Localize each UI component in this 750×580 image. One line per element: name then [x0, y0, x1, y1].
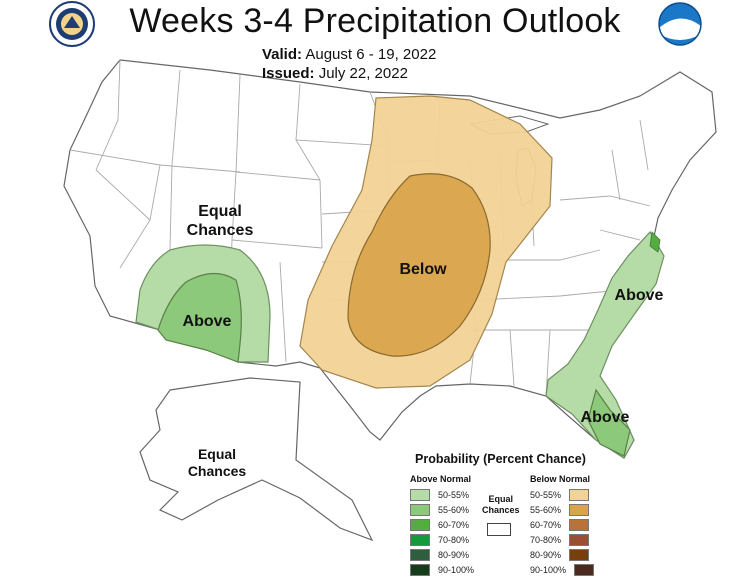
equal-chances-west-line2: Chances — [186, 222, 254, 239]
legend-above-label: 70-80% — [438, 535, 470, 545]
legend-title: Probability (Percent Chance) — [415, 452, 586, 466]
legend-above-item: 90-100% — [410, 563, 474, 577]
legend-below-item: 70-80% — [530, 533, 597, 547]
above-normal-florida-inner-region — [587, 388, 631, 457]
legend-swatch — [569, 504, 590, 516]
legend-above-label: 80-90% — [438, 550, 470, 560]
legend-equal-line1: Equal — [488, 494, 514, 504]
legend-swatch — [410, 504, 430, 516]
legend-above-label: 60-70% — [438, 520, 470, 530]
legend-swatch — [574, 564, 595, 576]
legend-below-label: 90-100% — [530, 565, 567, 575]
legend-swatch — [569, 549, 590, 561]
issued-line: Issued: July 22, 2022 — [262, 65, 408, 82]
noaa-logo-icon — [658, 2, 702, 46]
equal-chances-west-line1: Equal — [198, 203, 242, 220]
legend-swatch — [569, 489, 590, 501]
equal-chances-west-label: Equal Chances — [180, 202, 260, 240]
legend-below-label: 70-80% — [530, 535, 562, 545]
legend-below-item: 55-60% — [530, 503, 597, 517]
equal-chances-alaska-line1: Equal — [197, 446, 237, 462]
legend-below-heading: Below Normal — [530, 474, 591, 484]
legend-equal-chances-label: Equal Chances — [482, 494, 520, 516]
valid-line: Valid: August 6 - 19, 2022 — [262, 46, 436, 63]
legend-above-item: 50-55% — [410, 488, 469, 502]
issued-label: Issued: — [262, 65, 315, 82]
above-florida-label: Above — [580, 409, 630, 426]
valid-label: Valid: — [262, 46, 303, 63]
below-normal-inner-region — [347, 173, 491, 357]
commerce-department-seal-icon — [49, 1, 95, 47]
legend-below-item: 90-100% — [530, 563, 602, 577]
above-normal-southwest-inner-region — [157, 272, 242, 363]
legend-equal-chances-swatch — [487, 523, 511, 536]
legend-swatch — [569, 519, 590, 531]
equal-chances-alaska-line2: Chances — [187, 463, 247, 479]
equal-chances-alaska-label: Equal Chances — [182, 446, 252, 480]
legend-swatch — [410, 564, 430, 576]
legend-above-item: 55-60% — [410, 503, 469, 517]
above-carolinas-label: Above — [614, 287, 664, 304]
legend-above-label: 90-100% — [438, 565, 475, 575]
issued-value: July 22, 2022 — [318, 65, 408, 82]
above-normal-eastcoast-outer-region — [545, 230, 665, 459]
page-title: Weeks 3-4 Precipitation Outlook — [129, 2, 621, 40]
legend-above-item: 80-90% — [410, 548, 469, 562]
legend-below-item: 80-90% — [530, 548, 597, 562]
legend-swatch — [410, 549, 430, 561]
legend-below-label: 60-70% — [530, 520, 562, 530]
legend-above-label: 50-55% — [438, 490, 470, 500]
valid-value: August 6 - 19, 2022 — [305, 46, 437, 63]
legend-swatch — [410, 489, 430, 501]
above-normal-nc-coast-region — [649, 231, 661, 253]
legend-above-label: 55-60% — [438, 505, 470, 515]
legend-below-item: 60-70% — [530, 518, 597, 532]
legend-above-heading: Above Normal — [410, 474, 472, 484]
legend-above-item: 70-80% — [410, 533, 469, 547]
legend-swatch — [410, 519, 430, 531]
legend-swatch — [569, 534, 590, 546]
legend-below-label: 80-90% — [530, 550, 562, 560]
alaska-outline — [139, 377, 374, 542]
above-southwest-label: Above — [182, 313, 232, 330]
legend-swatch — [410, 534, 430, 546]
legend-equal-line2: Chances — [482, 505, 520, 515]
legend-below-label: 50-55% — [530, 490, 562, 500]
legend-below-label: 55-60% — [530, 505, 562, 515]
legend-above-item: 60-70% — [410, 518, 469, 532]
below-central-label: Below — [399, 261, 447, 278]
legend-below-item: 50-55% — [530, 488, 597, 502]
